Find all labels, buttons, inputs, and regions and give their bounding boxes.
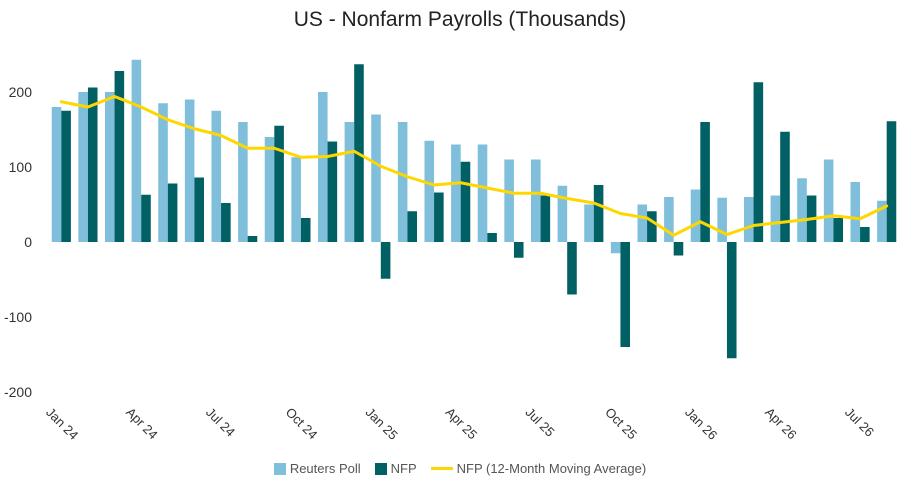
bar-nfp [300, 218, 311, 242]
x-tick-label: Jan 26 [682, 405, 720, 443]
x-tick-label: Jan 25 [363, 405, 401, 443]
bar-nfp [114, 71, 125, 242]
bar-reuters-poll [877, 200, 887, 242]
bar-nfp [194, 177, 205, 242]
bar-reuters-poll [850, 182, 861, 242]
x-tick-label: Oct 24 [283, 405, 321, 443]
x-tick-label: Oct 25 [602, 405, 640, 443]
bar-nfp [167, 183, 178, 242]
bar-reuters-poll [477, 144, 488, 242]
bar-nfp [620, 242, 631, 347]
bar-reuters-poll [371, 114, 381, 242]
bar-reuters-poll [291, 157, 301, 242]
x-tick-label: Jul 26 [842, 405, 877, 440]
bar-reuters-poll [690, 189, 701, 242]
x-tick-label: Apr 24 [123, 405, 161, 443]
x-tick-label: Apr 26 [762, 405, 800, 443]
bar-reuters-poll [317, 92, 328, 242]
bar-nfp [513, 242, 524, 258]
bar-nfp [647, 211, 657, 242]
bar-nfp [886, 121, 897, 242]
y-tick-label: 200 [9, 84, 33, 100]
y-tick-label: 0 [24, 234, 32, 250]
bar-reuters-poll [211, 110, 222, 242]
legend-swatch-nfp-moving-average [430, 467, 453, 470]
bar-reuters-poll [451, 144, 461, 242]
legend-label-nfp-moving-average: NFP (12-Month Moving Average) [456, 461, 647, 476]
bar-nfp [593, 185, 604, 242]
bar-nfp [540, 195, 551, 242]
bar-nfp [780, 131, 790, 242]
bar-nfp [460, 161, 471, 242]
bar-reuters-poll [610, 242, 621, 254]
legend-label-nfp: NFP [390, 461, 417, 476]
bar-nfp [247, 236, 258, 242]
bar-reuters-poll [78, 92, 88, 242]
bar-nfp [274, 125, 284, 242]
bar-nfp [726, 242, 737, 359]
bar-reuters-poll [131, 59, 142, 242]
legend-item-nfp-moving-average: NFP (12-Month Moving Average) [430, 461, 647, 476]
legend-label-reuters-poll: Reuters Poll [289, 461, 361, 476]
x-tick-label: Jan 24 [43, 405, 81, 443]
y-tick-label: -200 [4, 384, 32, 400]
chart-title: US - Nonfarm Payrolls (Thousands) [293, 8, 627, 31]
bar-reuters-poll [823, 159, 834, 242]
bar-reuters-poll [184, 99, 195, 242]
bar-nfp [221, 203, 231, 242]
bar-nfp [700, 122, 710, 242]
line-nfp-moving-average [59, 95, 889, 237]
bar-reuters-poll [504, 159, 514, 242]
bar-nfp [87, 87, 98, 242]
y-tick-label: -100 [4, 309, 32, 325]
bar-nfp [61, 110, 71, 242]
chart-plot: -200 -100 0 100 200 Jan 24 Apr 24 Jul 24 Oct 24 J… [4, 59, 897, 443]
bar-reuters-poll [397, 122, 408, 242]
bar-nfp [833, 218, 844, 242]
bar-nfp [327, 141, 338, 242]
bar-reuters-poll [743, 197, 754, 242]
bar-reuters-poll [717, 197, 727, 242]
x-tick-label: Jul 24 [203, 405, 238, 440]
bar-nfp [673, 242, 684, 256]
bar-nfp [407, 211, 418, 242]
x-tick-label: Apr 25 [443, 405, 481, 443]
bar-reuters-poll [344, 122, 355, 242]
bar-nfp [380, 242, 391, 279]
bar-reuters-poll [238, 122, 248, 242]
bar-nfp [434, 192, 444, 242]
bar-reuters-poll [158, 103, 168, 242]
legend-swatch-reuters-poll [273, 462, 286, 475]
bar-reuters-poll [584, 204, 594, 242]
bar-reuters-poll [797, 178, 807, 242]
bar-nfp [753, 82, 764, 242]
bar-reuters-poll [557, 185, 568, 242]
bar-reuters-poll [530, 159, 541, 242]
bar-reuters-poll [664, 197, 674, 242]
bar-nfp [487, 233, 497, 242]
bar-reuters-poll [424, 140, 435, 242]
bar-nfp [860, 227, 870, 242]
legend-item-reuters-poll: Reuters Poll [273, 461, 361, 476]
bar-reuters-poll [637, 204, 648, 242]
bar-nfp [141, 194, 151, 242]
chart-legend: Reuters Poll NFP NFP (12-Month Moving Av… [0, 461, 920, 476]
bar-reuters-poll [264, 137, 275, 242]
x-tick-label: Jul 25 [522, 405, 557, 440]
bar-reuters-poll [104, 92, 115, 242]
legend-swatch-nfp [374, 462, 387, 475]
legend-item-nfp: NFP [374, 461, 417, 476]
bar-reuters-poll [51, 107, 62, 242]
bar-nfp [567, 242, 577, 295]
bar-reuters-poll [770, 195, 781, 242]
y-tick-label: 100 [9, 159, 33, 175]
